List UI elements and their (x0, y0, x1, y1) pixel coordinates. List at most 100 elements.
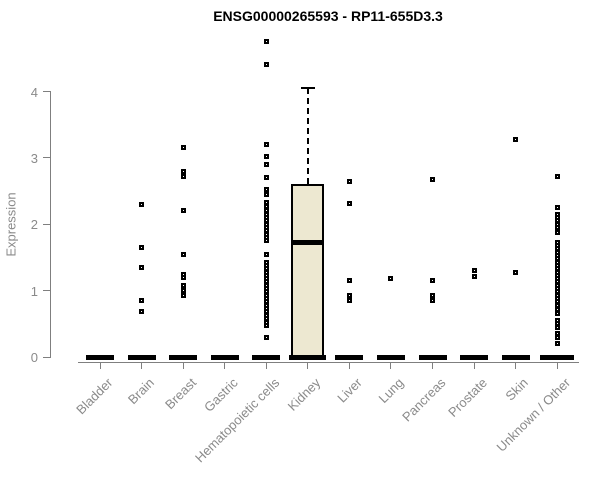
x-tick-label: Unknown / Other (493, 375, 573, 455)
x-tick-label: Pancreas (398, 375, 449, 425)
outlier-point (554, 205, 560, 211)
outlier-point (263, 334, 269, 340)
outlier-point (554, 225, 560, 231)
outlier-point (263, 191, 269, 197)
x-tick-label: Liver (334, 375, 366, 406)
boxplot-whisker (306, 88, 309, 185)
y-tick-label: 2 (30, 217, 38, 233)
outlier-point (346, 200, 352, 206)
outlier-point (180, 293, 186, 299)
outlier-point (430, 277, 436, 283)
y-tick (43, 356, 50, 358)
outlier-point (471, 268, 477, 274)
x-tick-label: Skin (502, 375, 532, 404)
outlier-point (554, 334, 560, 340)
boxplot-whisker-cap (300, 87, 315, 90)
x-tick (265, 362, 267, 369)
boxplot-zero-median (127, 354, 156, 360)
outlier-point (139, 264, 145, 270)
outlier-point (430, 176, 436, 182)
boxplot-zero-median (86, 354, 114, 360)
x-tick (515, 362, 517, 369)
outlier-point (263, 39, 269, 45)
outlier-point (139, 201, 145, 207)
outlier-point (513, 137, 519, 143)
outlier-point (554, 306, 560, 312)
boxplot-zero-median (289, 354, 327, 360)
boxplot-zero-median (418, 354, 447, 360)
outlier-point (263, 162, 269, 167)
outlier-point (554, 173, 560, 179)
outlier-point (263, 154, 269, 160)
y-axis-line (50, 91, 51, 358)
boxplot-zero-median (460, 354, 489, 360)
outlier-point (346, 298, 352, 304)
x-tick-label: Lung (375, 375, 407, 407)
boxplot-zero-median (376, 354, 405, 360)
outlier-point (263, 142, 269, 148)
boxplot-zero-median (540, 354, 575, 360)
boxplot-zero-median (169, 354, 198, 360)
y-tick-label: 3 (30, 150, 38, 166)
x-tick-label: Kidney (284, 375, 324, 414)
outlier-point (554, 324, 560, 330)
x-tick (348, 362, 350, 369)
y-tick-label: 4 (30, 84, 38, 100)
outlier-point (263, 203, 269, 209)
outlier-point (346, 178, 352, 184)
x-tick (99, 362, 101, 369)
outlier-point (180, 274, 186, 280)
y-tick (43, 157, 50, 159)
outlier-point (139, 309, 145, 315)
outlier-point (346, 292, 352, 298)
y-tick-label: 1 (30, 283, 38, 299)
x-tick (556, 362, 558, 369)
y-tick (43, 290, 50, 292)
outlier-point (180, 251, 186, 257)
outlier-point (180, 168, 186, 174)
outlier-point (554, 229, 560, 235)
outlier-point (263, 238, 269, 244)
x-tick (182, 362, 184, 369)
chart-title: ENSG00000265593 - RP11-655D3.3 (213, 8, 443, 24)
boxplot-zero-median (501, 354, 530, 360)
boxplot-zero-median (252, 354, 281, 360)
x-tick (307, 362, 309, 369)
outlier-point (180, 288, 186, 294)
x-axis-line (78, 362, 579, 363)
x-tick-label: Brain (125, 375, 158, 408)
y-tick (43, 91, 50, 92)
boxplot-box (291, 184, 325, 360)
x-tick (390, 362, 392, 369)
outlier-point (139, 244, 145, 250)
outlier-point (263, 62, 269, 68)
outlier-point (180, 173, 186, 179)
outlier-point (430, 293, 436, 299)
outlier-point (346, 277, 352, 283)
boxplot-zero-median (210, 354, 239, 360)
outlier-point (554, 311, 560, 317)
outlier-point (180, 208, 186, 214)
y-tick (43, 223, 50, 225)
outlier-point (513, 269, 519, 275)
x-tick-label: Prostate (444, 375, 490, 420)
x-tick (141, 362, 143, 369)
outlier-point (471, 273, 477, 279)
outlier-point (430, 298, 436, 304)
boxplot-median (291, 239, 325, 245)
outlier-point (263, 187, 269, 193)
outlier-point (263, 251, 269, 257)
boxplot-zero-median (335, 354, 364, 360)
outlier-point (263, 322, 269, 328)
outlier-point (554, 341, 560, 347)
x-tick-label: Breast (161, 375, 199, 413)
x-tick (432, 362, 434, 369)
y-tick-label: 0 (30, 350, 38, 365)
outlier-point (263, 175, 269, 181)
x-tick-label: Bladder (73, 375, 116, 418)
outlier-point (180, 145, 186, 151)
x-tick-label: Gastric (200, 375, 241, 415)
outlier-point (180, 282, 186, 288)
outlier-point (139, 298, 145, 304)
